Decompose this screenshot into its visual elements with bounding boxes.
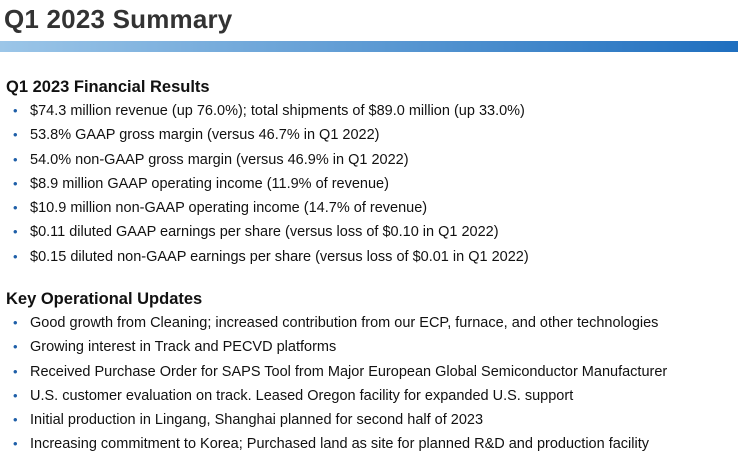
- bullet-icon: •: [13, 363, 18, 379]
- list-item: • Increasing commitment to Korea; Purchas…: [6, 432, 734, 456]
- section-heading: Q1 2023 Financial Results: [6, 78, 210, 96]
- bullet-icon: •: [13, 315, 18, 330]
- list-item-text: $0.15 diluted non-GAAP earnings per shar…: [30, 248, 529, 265]
- list-item: • Initial production in Lingang, Shanghai…: [6, 408, 734, 432]
- list-item-text: Growing interest in Track and PECVD plat…: [30, 339, 337, 356]
- list-item: • $8.9 million GAAP operating income (11.…: [6, 172, 734, 196]
- operational-updates-section: Key Operational Updates • Good growth fro…: [6, 289, 734, 457]
- list-item: • 54.0% non-GAAP gross margin (versus 46.…: [6, 148, 734, 172]
- list-item: • U.S. customer evaluation on track. Leas…: [6, 384, 734, 408]
- financial-results-list: • $74.3 million revenue (up 76.0%); total…: [6, 99, 734, 269]
- list-item-text: Increasing commitment to Korea; Purchase…: [30, 436, 649, 453]
- list-item: • $74.3 million revenue (up 76.0%); total…: [6, 99, 734, 123]
- list-item: • $0.11 diluted GAAP earnings per share (…: [6, 220, 734, 244]
- list-item: • 53.8% GAAP gross margin (versus 46.7% i…: [6, 123, 734, 147]
- bullet-icon: •: [13, 436, 18, 452]
- bullet-icon: •: [13, 103, 18, 118]
- list-item: • $10.9 million non-GAAP operating income…: [6, 196, 734, 220]
- section-heading: Key Operational Updates: [6, 290, 203, 308]
- bullet-icon: •: [13, 412, 18, 428]
- list-item: • $0.15 diluted non-GAAP earnings per sha…: [6, 245, 734, 269]
- list-item-text: Good growth from Cleaning; increased con…: [30, 315, 659, 331]
- bullet-icon: •: [13, 175, 18, 191]
- list-item: • Growing interest in Track and PECVD pla…: [6, 335, 734, 359]
- list-item-text: $74.3 million revenue (up 76.0%); total …: [30, 103, 525, 119]
- list-item-text: 54.0% non-GAAP gross margin (versus 46.9…: [30, 151, 409, 168]
- list-item-text: 53.8% GAAP gross margin (versus 46.7% in…: [30, 127, 380, 144]
- bullet-icon: •: [13, 387, 18, 403]
- list-item-text: U.S. customer evaluation on track. Lease…: [30, 387, 574, 404]
- list-item-text: $0.11 diluted GAAP earnings per share (v…: [30, 224, 499, 241]
- bullet-icon: •: [13, 151, 18, 167]
- page-title: Q1 2023 Summary: [4, 4, 233, 34]
- list-item-text: Received Purchase Order for SAPS Tool fr…: [30, 363, 668, 380]
- bullet-icon: •: [13, 339, 18, 355]
- title-divider: [0, 41, 738, 52]
- operational-updates-list: • Good growth from Cleaning; increased co…: [6, 311, 734, 457]
- bullet-icon: •: [13, 127, 18, 143]
- list-item: • Received Purchase Order for SAPS Tool f…: [6, 360, 734, 384]
- list-item: • Good growth from Cleaning; increased co…: [6, 311, 734, 335]
- bullet-icon: •: [13, 248, 18, 264]
- bullet-icon: •: [13, 200, 18, 216]
- list-item-text: $10.9 million non-GAAP operating income …: [30, 200, 428, 217]
- list-item-text: Initial production in Lingang, Shanghai …: [30, 412, 484, 429]
- financial-results-section: Q1 2023 Financial Results • $74.3 million…: [6, 77, 734, 269]
- list-item-text: $8.9 million GAAP operating income (11.9…: [30, 175, 389, 192]
- bullet-icon: •: [13, 224, 18, 240]
